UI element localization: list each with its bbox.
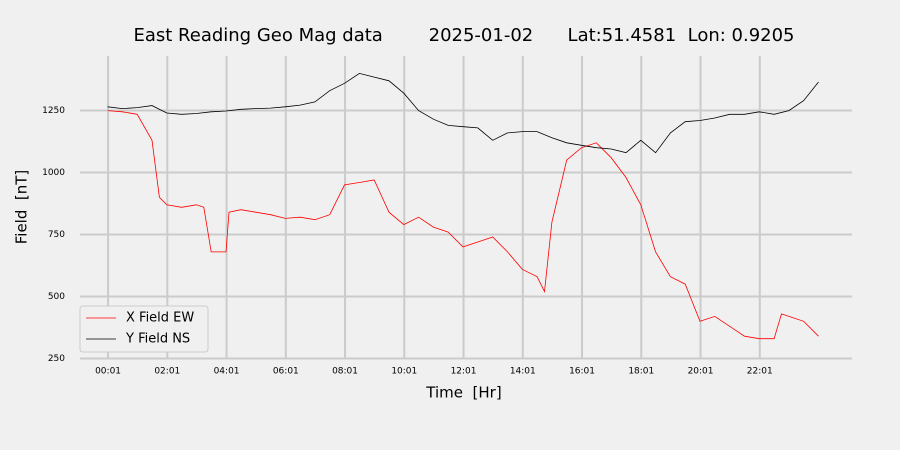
legend-label: X Field EW — [126, 311, 194, 326]
x-tick-label: 10:01 — [391, 367, 417, 377]
x-tick-label: 18:01 — [628, 367, 654, 377]
legend-box — [79, 305, 209, 353]
x-tick-label: 04:01 — [214, 367, 240, 377]
x-tick-label: 06:01 — [273, 367, 299, 377]
y-tick-label: 1250 — [42, 106, 65, 116]
legend-label: Y Field NS — [125, 332, 190, 347]
y-tick-label: 250 — [48, 354, 65, 364]
x-tick-label: 12:01 — [451, 367, 477, 377]
x-tick-label: 08:01 — [332, 367, 358, 377]
x-tick-label: 00:01 — [95, 367, 121, 377]
x-tick-label: 16:01 — [569, 367, 595, 377]
y-tick-label: 500 — [48, 292, 65, 302]
chart-title: East Reading Geo Mag data 2025-01-02 Lat… — [133, 25, 794, 46]
data-line — [107, 110, 819, 340]
y-tick-label: 1000 — [42, 168, 65, 178]
x-tick-label: 14:01 — [510, 367, 536, 377]
y-axis-label: Field [nT] — [13, 170, 31, 245]
x-tick-label: 20:01 — [688, 367, 714, 377]
x-axis-label: Time [Hr] — [425, 384, 501, 402]
x-tick-label: 02:01 — [154, 367, 180, 377]
x-tick-label: 22:01 — [747, 367, 773, 377]
y-tick-label: 750 — [48, 230, 65, 240]
data-line — [107, 72, 819, 154]
